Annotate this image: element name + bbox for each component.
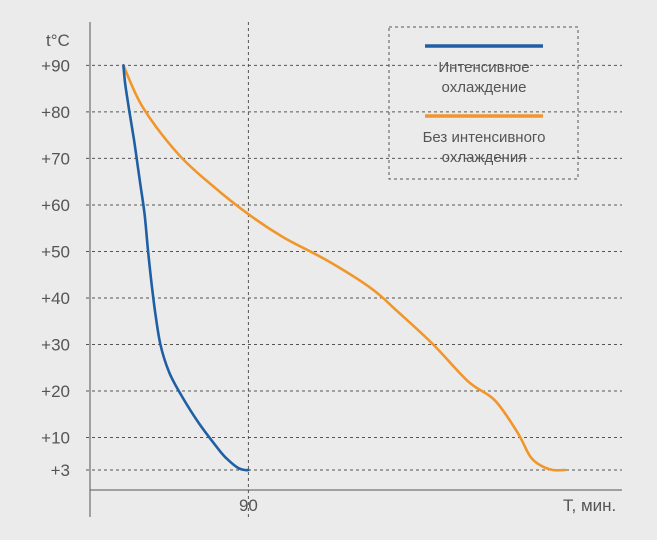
y-tick-label: +40 <box>41 289 70 308</box>
x-axis-label: T, мин. <box>563 496 616 515</box>
series-line-0 <box>122 64 250 472</box>
y-tick-label: +3 <box>51 461 70 480</box>
legend-label-0: Интенсивное <box>438 59 529 76</box>
legend-label-1: охлаждения <box>442 149 527 166</box>
y-tick-label: +30 <box>41 335 70 354</box>
legend-items: Интенсивное охлаждение Без интенсивного охл… <box>423 44 546 166</box>
series-line-1 <box>122 64 567 472</box>
y-tick-label: +90 <box>41 56 70 75</box>
y-tick-label: +80 <box>41 103 70 122</box>
axes-layer: t°C T, мин. <box>46 22 622 517</box>
y-tick-label: +50 <box>41 242 70 261</box>
y-tick-label: +10 <box>41 428 70 447</box>
series-layer <box>122 64 567 472</box>
x-tick-label: 90 <box>239 496 258 515</box>
legend-label-1: Без интенсивного <box>423 129 546 146</box>
legend: Интенсивное охлаждение Без интенсивного охл… <box>388 26 579 180</box>
legend-box <box>388 26 579 180</box>
y-tick-label: +60 <box>41 196 70 215</box>
y-axis-label: t°C <box>46 31 70 50</box>
y-tick-label: +70 <box>41 149 70 168</box>
legend-label-0: охлаждение <box>442 79 527 96</box>
grid-layer <box>86 22 622 517</box>
ticks-layer: +90 +80 +70 +60 +50 +40 +30 +20 +10 +3 90 <box>41 56 258 515</box>
y-tick-label: +20 <box>41 382 70 401</box>
